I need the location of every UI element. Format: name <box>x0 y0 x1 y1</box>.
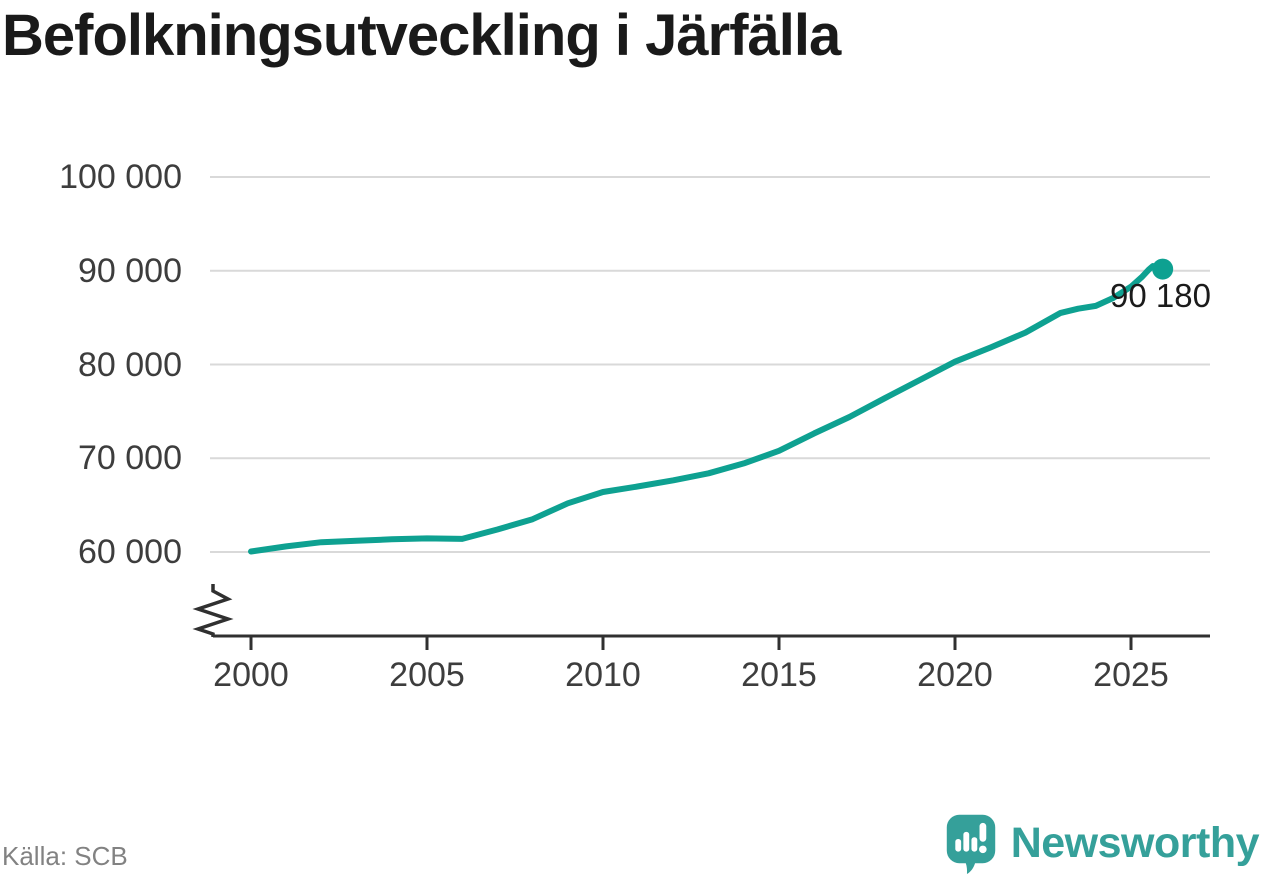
end-value-label: 90 180 <box>1110 277 1211 314</box>
end-point-marker <box>1152 258 1174 280</box>
newsworthy-logo: Newsworthy <box>944 813 1260 874</box>
x-tick-label: 2020 <box>917 656 993 694</box>
x-tick-label: 2010 <box>565 656 641 694</box>
y-tick-label: 60 000 <box>78 533 182 571</box>
x-tick-label: 2025 <box>1093 656 1169 694</box>
logo-exclamation-icon <box>979 822 986 842</box>
x-tick-label: 2005 <box>389 656 465 694</box>
logo-bar-icon <box>963 831 969 852</box>
newsworthy-bubble-icon <box>946 814 995 874</box>
y-tick-label: 100 000 <box>59 158 182 196</box>
data-series <box>248 258 1174 555</box>
gridlines <box>210 176 1210 553</box>
logo-bar-icon <box>971 837 977 852</box>
page-title: Befolkningsutveckling i Järfälla <box>2 3 841 68</box>
axis-break-icon <box>192 584 234 637</box>
logo-exclamation-dot-icon <box>978 845 987 854</box>
brand-wordmark: Newsworthy <box>1010 819 1260 867</box>
source-label: Källa: SCB <box>2 841 128 871</box>
population-line <box>248 263 1166 555</box>
logo-bar-icon <box>955 839 961 852</box>
x-tick-label: 2015 <box>741 656 817 694</box>
y-tick-label: 70 000 <box>78 439 182 477</box>
y-tick-label: 90 000 <box>78 252 182 290</box>
y-tick-label: 80 000 <box>78 346 182 384</box>
x-axis-ticks <box>249 636 1133 650</box>
x-tick-label: 2000 <box>213 656 289 694</box>
